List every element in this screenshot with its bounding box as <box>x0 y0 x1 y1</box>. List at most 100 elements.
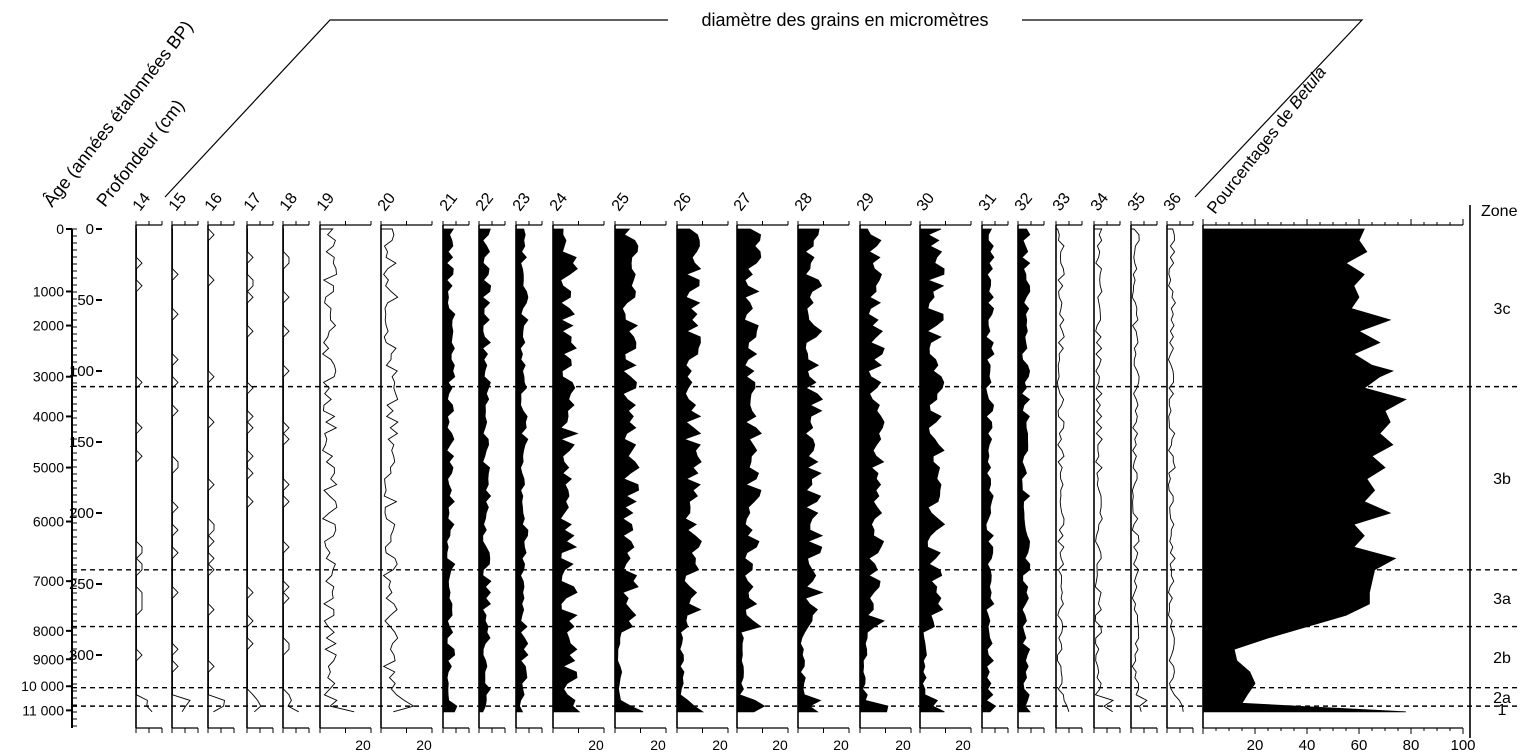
zone-axis-title: Zone <box>1481 203 1518 220</box>
grain-column-22 <box>478 221 506 733</box>
age-tick-label: 4000 <box>33 408 64 424</box>
zone-label-3c: 3c <box>1494 301 1511 318</box>
age-tick-label: 7000 <box>33 573 64 589</box>
betula-tick-label: 40 <box>1299 737 1316 754</box>
age-tick-label: 8000 <box>33 623 64 639</box>
grain-column-23 <box>515 221 543 733</box>
grain-column-30 <box>919 221 972 733</box>
betula-tick-label: 100 <box>1450 737 1475 754</box>
betula-tick-label: 60 <box>1351 737 1368 754</box>
grain-size-label-31: 31 <box>976 190 1000 215</box>
grain-size-curves <box>135 221 1194 733</box>
grain-column-29 <box>859 221 912 733</box>
axes <box>66 19 1471 738</box>
grain-curve-filled <box>478 228 492 713</box>
scale-label: 20 <box>650 737 666 753</box>
grain-curve-line <box>172 228 191 713</box>
betula-tick-label: 20 <box>1247 737 1264 754</box>
grain-column-33 <box>1055 221 1083 733</box>
grain-size-label-24: 24 <box>547 190 571 215</box>
grain-curve-line <box>1056 228 1070 712</box>
scale-label: 20 <box>955 737 971 753</box>
scale-label: 20 <box>588 737 604 753</box>
betula-curve <box>1202 228 1407 713</box>
age-tick-label: 6000 <box>33 514 64 530</box>
grain-column-24 <box>552 221 605 733</box>
zone-label-2a: 2a <box>1493 690 1511 707</box>
scale-label: 20 <box>416 737 432 753</box>
grain-size-label-34: 34 <box>1088 190 1112 215</box>
grain-size-label-14: 14 <box>130 190 154 215</box>
grain-curve-line <box>1131 228 1148 712</box>
grain-column-34 <box>1093 221 1121 733</box>
grain-size-label-22: 22 <box>473 190 497 215</box>
grain-size-label-20: 20 <box>375 190 399 215</box>
zone-label-3a: 3a <box>1493 591 1511 608</box>
age-tick-label: 2000 <box>33 318 64 334</box>
zone-label-2b: 2b <box>1493 650 1511 667</box>
grain-curve-filled <box>614 228 644 713</box>
depth-tick-label: 250 <box>69 576 94 593</box>
grain-curve-line <box>1094 228 1115 713</box>
grain-size-label-30: 30 <box>914 190 938 215</box>
age-tick-label: 5000 <box>33 460 64 476</box>
grain-size-label-25: 25 <box>609 190 633 215</box>
grain-curve-filled <box>515 228 529 713</box>
grain-size-label-28: 28 <box>792 190 816 215</box>
grain-column-17 <box>246 221 274 733</box>
grain-column-14 <box>135 221 163 733</box>
scale-label: 20 <box>895 737 911 753</box>
grain-curve-line <box>246 228 262 713</box>
zone-label-3b: 3b <box>1493 471 1511 488</box>
grain-size-label-21: 21 <box>437 190 461 215</box>
age-tick-label: 1000 <box>33 283 64 299</box>
grain-column-32 <box>1017 221 1045 733</box>
age-tick-label: 3000 <box>33 369 64 385</box>
grain-size-label-32: 32 <box>1012 190 1036 215</box>
grain-curve-filled <box>797 228 824 713</box>
grain-curve-line <box>381 228 415 713</box>
grain-column-25 <box>614 221 667 733</box>
grain-curve-filled <box>859 228 889 713</box>
grain-column-31 <box>981 221 1009 733</box>
scale-label: 20 <box>712 737 728 753</box>
grain-curve-filled <box>919 228 946 713</box>
grain-diameter-title: diamètre des grains en micromètres <box>701 10 988 30</box>
age-tick-label: 11 000 <box>22 702 64 718</box>
grain-column-21 <box>442 221 470 733</box>
grain-curve-line <box>207 228 226 713</box>
betula-axis-title: Pourcentages de Betula <box>1203 63 1330 218</box>
grain-column-26 <box>676 221 729 733</box>
grain-size-label-35: 35 <box>1125 190 1149 215</box>
grain-column-15 <box>171 221 199 733</box>
grain-size-label-29: 29 <box>854 190 878 215</box>
depth-tick-label: 200 <box>69 505 94 522</box>
grain-size-label-17: 17 <box>241 190 265 215</box>
depth-tick-label: 100 <box>69 363 94 380</box>
age-tick-label: 0 <box>56 221 64 237</box>
grain-size-label-19: 19 <box>314 190 338 215</box>
grain-size-label-15: 15 <box>166 190 190 215</box>
grain-size-label-16: 16 <box>202 190 226 215</box>
scale-label: 20 <box>772 737 788 753</box>
age-tick-label: 10 000 <box>21 678 64 694</box>
scale-label: 20 <box>833 737 849 753</box>
grain-curve-filled <box>442 228 458 713</box>
grain-column-20 <box>380 221 433 733</box>
grain-curve-filled <box>552 228 581 713</box>
grain-curve-line <box>1167 228 1184 712</box>
title-bracket-right <box>1022 19 1364 198</box>
title-bracket-left <box>164 19 668 198</box>
grain-size-label-26: 26 <box>671 190 695 215</box>
grain-column-35 <box>1130 221 1158 733</box>
grain-curve-line <box>282 228 299 713</box>
grain-curve-line <box>135 228 153 713</box>
depth-tick-label: 300 <box>69 647 94 664</box>
grain-curve-filled <box>676 228 705 713</box>
grain-size-label-23: 23 <box>510 190 534 215</box>
betula-tick-label: 80 <box>1403 737 1420 754</box>
grain-size-label-27: 27 <box>731 190 755 215</box>
grain-curve-filled <box>736 228 766 713</box>
zone-boundaries <box>72 385 1520 707</box>
